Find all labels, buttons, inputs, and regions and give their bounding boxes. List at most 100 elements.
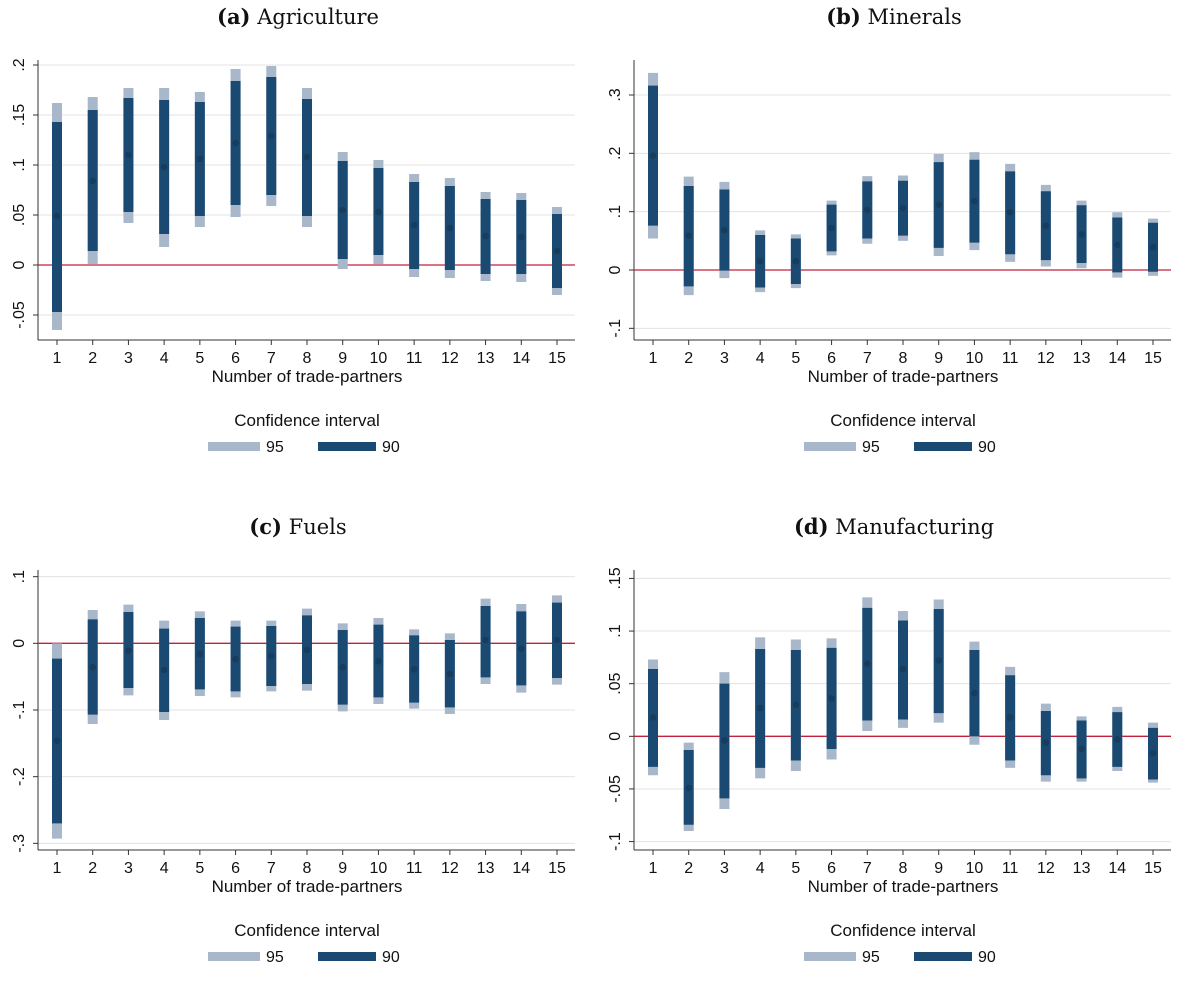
estimate-point: [1078, 745, 1085, 753]
legend-label-90: 90: [978, 949, 996, 966]
x-tick-label: 1: [649, 350, 658, 367]
estimate-point: [1149, 749, 1157, 757]
x-tick-label: 13: [1073, 350, 1091, 367]
x-tick-label: 3: [720, 860, 729, 877]
y-tick-label: 0: [607, 732, 624, 741]
estimate-point: [756, 704, 764, 712]
estimate-point: [935, 201, 943, 208]
estimate-point: [339, 664, 347, 671]
panel-title-text: Fuels: [288, 515, 347, 539]
x-tick-label: 15: [1144, 860, 1162, 877]
y-tick-label: .2: [607, 147, 624, 160]
x-tick-label: 4: [756, 860, 765, 877]
x-tick-label: 9: [338, 860, 347, 877]
estimate-point: [1113, 241, 1121, 249]
estimate-point: [899, 665, 907, 673]
estimate-point: [375, 658, 382, 665]
legend-label-90: 90: [382, 439, 400, 456]
estimate-point: [232, 656, 239, 663]
y-tick-label: .1: [11, 158, 28, 171]
legend-label-95: 95: [862, 949, 880, 966]
estimate-point: [303, 646, 311, 654]
legend-title: Confidence interval: [234, 411, 380, 430]
x-tick-label: 8: [899, 860, 908, 877]
estimate-point: [828, 695, 835, 702]
estimate-point: [792, 701, 800, 709]
x-tick-label: 12: [441, 350, 459, 367]
chart-agriculture: -.050.05.1.15.21 2 3 4 5 6 7 8 9 10 11 12 13 14 15Numb…: [11, 58, 575, 456]
panel-title: (b) Minerals: [596, 4, 1192, 29]
estimate-point: [971, 197, 978, 205]
x-tick-label: 6: [231, 860, 240, 877]
y-tick-label: .2: [11, 58, 28, 71]
legend-swatch-95: [804, 952, 856, 961]
y-tick-label: .15: [607, 567, 624, 589]
x-tick-label: 12: [441, 860, 459, 877]
chart-fuels: -.3-.2-.10.11 2 3 4 5 6 7 8 9 10 11 12 13 14 15Number …: [11, 570, 575, 966]
estimate-point: [685, 232, 693, 239]
x-tick-label: 8: [303, 860, 312, 877]
legend-label-95: 95: [266, 439, 284, 456]
x-tick-label: 11: [406, 860, 423, 877]
estimate-point: [863, 206, 871, 214]
y-tick-label: -.05: [607, 775, 624, 803]
x-axis-title: Number of trade-partners: [212, 877, 403, 896]
x-tick-label: 5: [195, 860, 204, 877]
y-tick-label: -.05: [11, 301, 28, 329]
legend-label-95: 95: [862, 439, 880, 456]
x-tick-label: 1: [649, 860, 658, 877]
estimate-point: [160, 666, 168, 674]
estimate-point: [649, 152, 657, 159]
estimate-point: [863, 660, 871, 667]
estimate-point: [971, 689, 978, 697]
x-tick-label: 10: [370, 860, 388, 877]
estimate-point: [828, 224, 835, 232]
x-tick-label: 7: [863, 350, 872, 367]
legend-swatch-90: [318, 442, 376, 451]
estimate-point: [89, 177, 97, 185]
x-tick-label: 2: [88, 860, 97, 877]
x-axis-title: Number of trade-partners: [808, 877, 999, 896]
x-tick-label: 15: [548, 860, 566, 877]
estimate-point: [756, 257, 764, 265]
x-tick-label: 14: [512, 350, 530, 367]
x-tick-label: 9: [934, 350, 943, 367]
x-axis-title: Number of trade-partners: [808, 367, 999, 386]
x-tick-label: 11: [406, 350, 423, 367]
estimate-point: [517, 645, 525, 652]
estimate-point: [1042, 739, 1050, 746]
x-tick-label: 14: [1108, 350, 1126, 367]
y-tick-label: -.2: [11, 767, 28, 786]
x-tick-label: 12: [1037, 350, 1055, 367]
x-tick-label: 1: [53, 860, 62, 877]
panel-title-text: Manufacturing: [835, 515, 995, 539]
x-tick-label: 11: [1002, 860, 1019, 877]
x-tick-label: 7: [863, 860, 872, 877]
estimate-point: [482, 232, 489, 240]
estimate-point: [685, 784, 693, 792]
chart-manufacturing: -.1-.050.05.1.151 2 3 4 5 6 7 8 9 10 11 12 13 14 15Num…: [607, 567, 1171, 966]
y-tick-label: .05: [607, 672, 624, 694]
x-tick-label: 4: [160, 350, 169, 367]
panel-title: (d) Manufacturing: [596, 514, 1192, 539]
legend-swatch-95: [208, 442, 260, 451]
estimate-point: [125, 647, 132, 654]
y-tick-label: 0: [607, 265, 624, 274]
panel-title-text: Minerals: [867, 5, 962, 29]
estimate-point: [1113, 736, 1121, 743]
panel-title: (a) Agriculture: [0, 4, 596, 29]
x-tick-label: 12: [1037, 860, 1055, 877]
panel-minerals: (b) Minerals -.1 0.1.2.3 1 2 3 4 5 6 7 8 9 10 11 12 13…: [596, 0, 1192, 484]
x-tick-label: 11: [1002, 350, 1019, 367]
legend-title: Confidence interval: [830, 411, 976, 430]
estimate-point: [649, 714, 657, 721]
estimate-point: [1042, 222, 1050, 229]
estimate-point: [553, 247, 561, 255]
estimate-point: [375, 208, 382, 216]
y-tick-label: 0: [11, 260, 28, 269]
legend-swatch-95: [208, 952, 260, 961]
x-tick-label: 3: [720, 350, 729, 367]
panel-title: (c) Fuels: [0, 514, 596, 539]
x-tick-label: 5: [791, 860, 800, 877]
